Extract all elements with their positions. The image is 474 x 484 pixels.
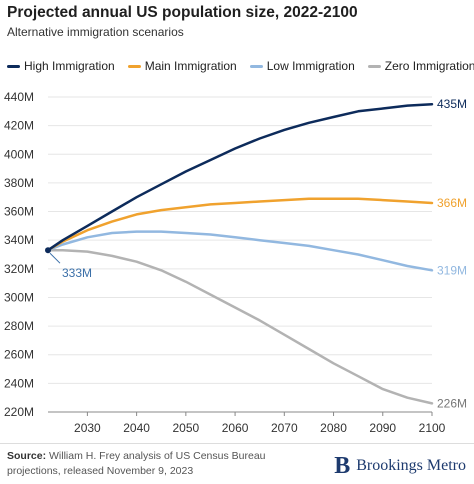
end-label: 319M	[437, 263, 467, 277]
x-tick-label: 2090	[369, 421, 396, 435]
legend-label: Low Immigration	[266, 59, 355, 73]
brookings-b-icon: B	[334, 453, 351, 479]
legend-swatch	[249, 64, 263, 68]
y-tick-label: 260M	[4, 348, 34, 362]
y-tick-label: 240M	[4, 376, 34, 390]
series-line-low	[46, 230, 434, 272]
brand-name: Brookings Metro	[356, 457, 466, 474]
x-tick-label: 2060	[222, 421, 249, 435]
chart-subtitle: Alternative immigration scenarios	[7, 25, 184, 39]
y-tick-label: 360M	[4, 205, 34, 219]
chart-legend: High Immigration Main Immigration Low Immi…	[7, 59, 474, 73]
start-point-marker	[45, 247, 51, 254]
annotation-arrow	[49, 252, 61, 264]
end-label: 226M	[437, 396, 467, 410]
legend-label: High Immigration	[24, 59, 115, 73]
series-line-zero	[46, 248, 434, 405]
brand-logo: B Brookings Metro	[334, 454, 466, 478]
legend-swatch	[367, 64, 381, 68]
y-tick-label: 220M	[4, 405, 34, 419]
y-tick-label: 400M	[4, 147, 34, 161]
legend-swatch	[127, 64, 141, 68]
y-tick-label: 300M	[4, 290, 34, 304]
y-tick-label: 340M	[4, 233, 34, 247]
x-tick-label: 2040	[123, 421, 150, 435]
legend-item: High Immigration	[7, 59, 115, 73]
x-tick-label: 2030	[74, 421, 101, 435]
series-line-high	[46, 102, 434, 252]
legend-item: Zero Immigration	[367, 59, 474, 73]
y-tick-label: 280M	[4, 319, 34, 333]
start-annotation-label: 333M	[62, 266, 92, 280]
y-tick-label: 420M	[4, 119, 34, 133]
footer-divider	[0, 443, 474, 444]
legend-swatch	[7, 64, 20, 68]
source-note: Source: William H. Frey analysis of US C…	[7, 449, 297, 479]
end-label: 366M	[437, 196, 467, 210]
y-tick-label: 320M	[4, 262, 34, 276]
end-label: 435M	[437, 97, 467, 111]
x-tick-label: 2070	[271, 421, 298, 435]
series-line-main	[46, 197, 434, 252]
y-tick-label: 380M	[4, 176, 34, 190]
source-text: William H. Frey analysis of US Census Bu…	[7, 450, 266, 477]
line-chart: 220M 240M 260M 280M 300M 320M 340M 360M 380M 400M…	[4, 90, 467, 435]
y-tick-label: 440M	[4, 90, 34, 104]
x-tick-label: 2050	[172, 421, 199, 435]
x-tick-label: 2080	[320, 421, 347, 435]
legend-label: Zero Immigration	[384, 59, 474, 73]
legend-item: Main Immigration	[127, 59, 237, 73]
legend-item: Low Immigration	[249, 59, 355, 73]
source-label: Source:	[7, 450, 47, 462]
legend-label: Main Immigration	[144, 59, 237, 73]
x-tick-label: 2100	[419, 421, 446, 435]
chart-title: Projected annual US population size, 202…	[7, 4, 358, 21]
